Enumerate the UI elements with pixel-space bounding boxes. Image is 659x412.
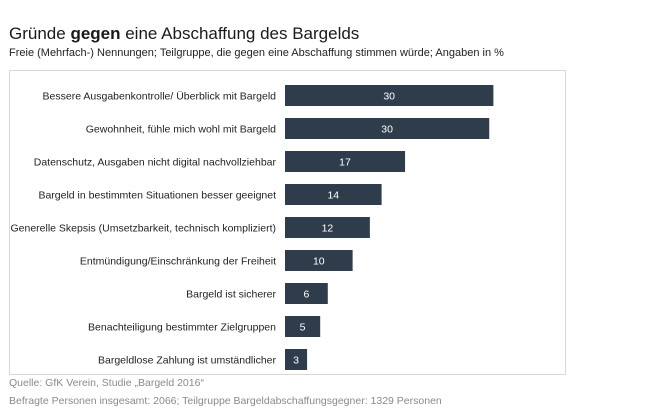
- source-text: Quelle: GfK Verein, Studie „Bargeld 2016…: [9, 377, 204, 389]
- category-label: Bargeldlose Zahlung ist umständlicher: [98, 355, 277, 367]
- chart-title: Gründe gegen eine Abschaffung des Bargel…: [9, 24, 359, 44]
- value-label: 17: [339, 157, 351, 169]
- value-label: 3: [293, 355, 299, 367]
- value-label: 14: [327, 190, 339, 202]
- bars-layer: Bessere Ausgabenkontrolle/ Überblick mit…: [10, 85, 494, 370]
- bar: [285, 151, 406, 172]
- value-label: 5: [300, 322, 306, 334]
- value-label: 30: [381, 124, 393, 136]
- category-label: Generelle Skepsis (Umsetzbarkeit, techni…: [10, 223, 276, 235]
- category-label: Bargeld in bestimmten Situationen besser…: [38, 190, 276, 202]
- title-emphasis: gegen: [70, 24, 121, 43]
- bar: [285, 85, 494, 106]
- category-label: Gewohnheit, fühle mich wohl mit Bargeld: [86, 124, 276, 136]
- category-label: Entmündigung/Einschränkung der Freiheit: [80, 256, 276, 268]
- bar: [285, 250, 353, 271]
- value-label: 6: [303, 289, 309, 301]
- bar: [285, 118, 490, 139]
- category-label: Benachteiligung bestimmter Zielgruppen: [88, 322, 276, 334]
- bar: [285, 217, 370, 238]
- title-part-2: eine Abschaffung des Bargelds: [120, 24, 360, 43]
- title-part-1: Gründe: [9, 24, 71, 43]
- category-label: Datenschutz, Ausgaben nicht digital nach…: [34, 157, 277, 169]
- value-label: 30: [383, 91, 395, 103]
- category-label: Bargeld ist sicherer: [186, 289, 276, 301]
- bar: [285, 283, 328, 304]
- chart-subtitle: Freie (Mehrfach-) Nennungen; Teilgruppe,…: [9, 47, 504, 59]
- value-label: 12: [322, 223, 334, 235]
- category-label: Bessere Ausgabenkontrolle/ Überblick mit…: [43, 91, 277, 103]
- bar: [285, 184, 382, 205]
- value-label: 10: [313, 256, 325, 268]
- sample-note: Befragte Personen insgesamt: 2066; Teilg…: [9, 395, 442, 407]
- bar: [285, 349, 308, 370]
- bar: [285, 316, 321, 337]
